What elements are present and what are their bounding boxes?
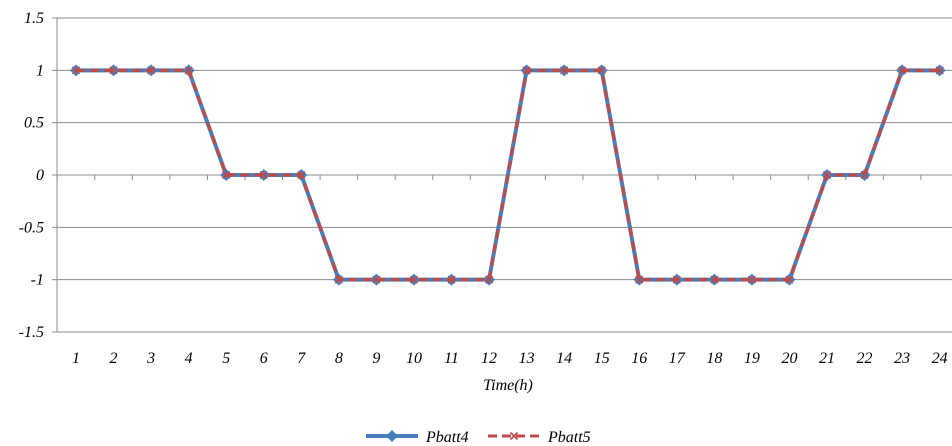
y-tick-label: -1.5 [19, 324, 44, 341]
y-tick-label: 1 [36, 62, 44, 79]
data-point-Pbatt5 [560, 66, 569, 75]
legend-label-Pbatt5: Pbatt5 [547, 429, 591, 446]
x-tick-label: 20 [781, 350, 797, 367]
x-tick-label: 15 [594, 350, 610, 367]
x-tick-label: 12 [481, 350, 497, 367]
series-lines [70, 64, 946, 286]
y-tick-label: 1.5 [24, 10, 44, 27]
x-tick-label: 9 [372, 350, 380, 367]
data-point-Pbatt5 [222, 170, 231, 180]
x-tick-label: 2 [110, 350, 118, 367]
x-tick-label: 23 [894, 350, 910, 367]
data-point-Pbatt5 [184, 66, 193, 75]
x-tick-label: 13 [519, 350, 535, 367]
legend-marker-Pbatt5 [509, 431, 519, 441]
legend-label-Pbatt4: Pbatt4 [425, 429, 469, 446]
data-point-Pbatt5 [447, 275, 456, 284]
legend-item-Pbatt5: Pbatt5 [488, 429, 591, 446]
data-point-Pbatt5 [935, 66, 944, 75]
x-tick-labels: 1 2 3 4 5 6 7 8 9 10 11 12 13 14 15 16 17 18 19 20 21 22 23 24 [72, 350, 948, 367]
x-tick-label: 8 [335, 350, 343, 367]
data-point-Pbatt5 [522, 66, 531, 75]
x-tick-label: 22 [857, 350, 873, 367]
x-tick-label: 19 [744, 350, 760, 367]
x-tick-label: 17 [669, 350, 686, 367]
data-point-Pbatt5 [898, 66, 907, 75]
series-line-Pbatt5 [76, 68, 940, 282]
x-tick-label: 18 [706, 350, 722, 367]
legend-item-Pbatt4: Pbatt4 [366, 429, 469, 446]
x-tick-label: 4 [185, 350, 193, 367]
data-point-Pbatt5 [672, 275, 681, 284]
data-point-Pbatt5 [635, 275, 644, 284]
x-tick-label: 14 [556, 350, 572, 367]
y-tick-label: 0.5 [24, 115, 44, 132]
data-point-Pbatt5 [259, 170, 268, 180]
legend-marker-Pbatt4 [386, 430, 398, 442]
x-tick-label: 5 [222, 350, 230, 367]
data-point-Pbatt5 [860, 170, 869, 180]
data-point-Pbatt5 [409, 275, 419, 284]
axes [52, 17, 952, 333]
data-point-Pbatt5 [597, 66, 606, 75]
data-point-Pbatt5 [297, 170, 306, 180]
data-point-Pbatt5 [785, 275, 794, 284]
legend: Pbatt4 Pbatt5 [366, 429, 591, 446]
y-tick-label: -0.5 [19, 219, 44, 236]
x-tick-label: 3 [146, 350, 155, 367]
x-tick-label: 7 [297, 350, 306, 367]
x-tick-label: 10 [406, 350, 422, 367]
data-point-Pbatt5 [147, 66, 156, 75]
x-tick-label: 16 [631, 350, 647, 367]
data-point-Pbatt5 [484, 275, 494, 284]
data-point-Pbatt5 [334, 275, 343, 284]
y-tick-label: -1 [31, 272, 44, 289]
x-tick-label: 6 [260, 350, 268, 367]
x-tick-label: 1 [72, 350, 80, 367]
x-tick-label: 11 [444, 350, 459, 367]
y-tick-labels: 1.5 1 0.5 0 -0.5 -1 -1.5 [19, 10, 44, 341]
x-tick-label: 24 [932, 350, 948, 367]
x-axis-title: Time(h) [483, 377, 533, 394]
data-point-Pbatt5 [747, 275, 756, 284]
data-point-Pbatt5 [710, 275, 719, 284]
data-point-Pbatt5 [71, 66, 81, 75]
data-point-Pbatt5 [822, 170, 832, 180]
x-tick-label: 21 [819, 350, 835, 367]
data-point-Pbatt5 [372, 275, 381, 284]
y-tick-label: 0 [36, 167, 44, 184]
data-point-Pbatt5 [109, 66, 118, 75]
